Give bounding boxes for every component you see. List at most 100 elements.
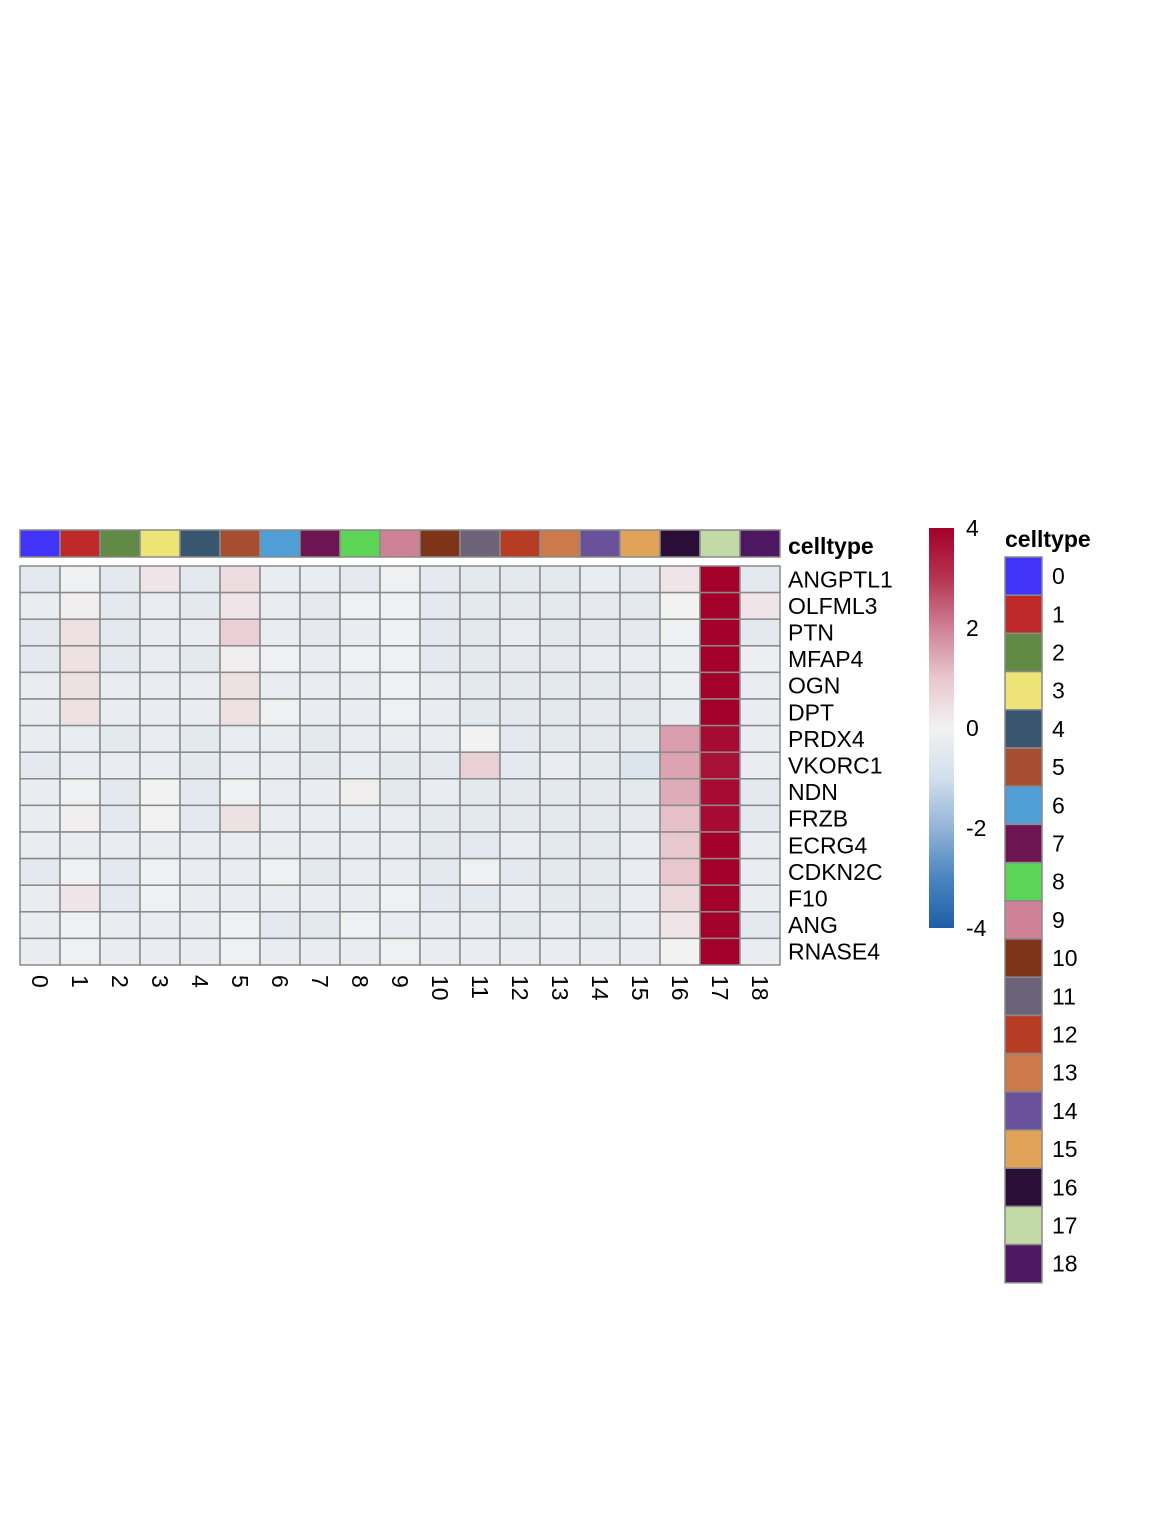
colorbar-tick-label: 4 <box>966 515 979 541</box>
heatmap-cell <box>139 884 181 913</box>
legend-swatch <box>1004 823 1043 864</box>
heatmap-cell <box>419 804 461 833</box>
heatmap-cell <box>699 831 741 860</box>
annotation-cell-16 <box>659 529 701 558</box>
column-label: 9 <box>387 975 413 988</box>
heatmap-cell <box>499 671 541 700</box>
legend-swatch <box>1004 976 1043 1017</box>
heatmap-cell <box>419 751 461 780</box>
heatmap-cell <box>339 857 381 886</box>
heatmap-cell <box>299 778 341 807</box>
heatmap-cell <box>259 937 301 966</box>
heatmap-cell <box>579 751 621 780</box>
heatmap-cell <box>339 698 381 727</box>
heatmap-cell <box>699 724 741 753</box>
heatmap-cell <box>99 804 141 833</box>
heatmap-cell <box>179 698 221 727</box>
heatmap-cell <box>459 565 501 594</box>
heatmap-cell <box>299 618 341 647</box>
annotation-cell-0 <box>19 529 61 558</box>
heatmap-cell <box>659 565 701 594</box>
heatmap-cell <box>139 698 181 727</box>
column-label: 4 <box>187 975 213 988</box>
heatmap-cell <box>59 618 101 647</box>
annotation-cell-7 <box>299 529 341 558</box>
heatmap-cell <box>59 831 101 860</box>
column-label: 1 <box>67 975 93 988</box>
row-label: PTN <box>788 620 834 646</box>
heatmap-cell <box>459 911 501 940</box>
heatmap-cell <box>19 804 61 833</box>
heatmap-cell <box>379 671 421 700</box>
heatmap-cell <box>459 698 501 727</box>
heatmap-cell <box>739 565 781 594</box>
heatmap-cell <box>659 884 701 913</box>
heatmap-cell <box>499 778 541 807</box>
heatmap-cell <box>99 724 141 753</box>
column-label: 2 <box>107 975 133 988</box>
column-label: 14 <box>587 975 613 1001</box>
column-label: 10 <box>427 975 453 1001</box>
heatmap-cell <box>139 724 181 753</box>
heatmap-cell <box>139 911 181 940</box>
heatmap-cell <box>579 911 621 940</box>
heatmap-cell <box>699 937 741 966</box>
heatmap-cell <box>459 751 501 780</box>
legend-swatch <box>1004 709 1043 749</box>
heatmap-cell <box>59 671 101 700</box>
heatmap-cell <box>699 565 741 594</box>
heatmap-cell <box>299 857 341 886</box>
heatmap-cell <box>219 565 261 594</box>
heatmap-cell <box>699 911 741 940</box>
heatmap-cell <box>499 724 541 753</box>
heatmap-cell <box>459 804 501 833</box>
heatmap-cell <box>419 831 461 860</box>
heatmap-cell <box>499 911 541 940</box>
legend-swatch <box>1004 1167 1043 1208</box>
heatmap-cell <box>699 804 741 833</box>
heatmap-cell <box>539 831 581 860</box>
heatmap-cell <box>339 618 381 647</box>
legend-label: 9 <box>1052 907 1065 933</box>
legend-label: 10 <box>1052 945 1078 971</box>
heatmap-cell <box>619 857 661 886</box>
heatmap-cell <box>299 937 341 966</box>
heatmap-cell <box>19 618 61 647</box>
row-label: FRZB <box>788 806 848 832</box>
heatmap-cell <box>339 645 381 674</box>
heatmap-cell <box>219 724 261 753</box>
heatmap-cell <box>459 884 501 913</box>
heatmap-cell <box>179 645 221 674</box>
heatmap-cell <box>59 724 101 753</box>
heatmap-cell <box>339 804 381 833</box>
heatmap-cell <box>499 831 541 860</box>
column-label: 8 <box>347 975 373 988</box>
heatmap-cell <box>179 831 221 860</box>
heatmap-cell <box>659 778 701 807</box>
heatmap-cell <box>659 618 701 647</box>
heatmap-cell <box>379 804 421 833</box>
heatmap-cell <box>739 645 781 674</box>
heatmap-cell <box>19 698 61 727</box>
heatmap-cell <box>459 645 501 674</box>
annotation-label: celltype <box>788 533 874 559</box>
heatmap-cell <box>419 671 461 700</box>
heatmap-cell <box>19 671 61 700</box>
legend-title: celltype <box>1005 526 1091 552</box>
annotation-cell-11 <box>459 529 501 558</box>
column-label: 16 <box>667 975 693 1001</box>
heatmap-cell <box>579 724 621 753</box>
legend-label: 11 <box>1052 983 1076 1009</box>
annotation-cell-8 <box>339 529 381 558</box>
heatmap-cell <box>659 911 701 940</box>
legend-label: 16 <box>1052 1174 1078 1200</box>
heatmap-cell <box>579 698 621 727</box>
heatmap-cell <box>579 804 621 833</box>
heatmap-cell <box>219 831 261 860</box>
row-label: ANG <box>788 912 838 938</box>
heatmap-cell <box>219 884 261 913</box>
annotation-cell-15 <box>619 529 661 558</box>
heatmap-cell <box>19 884 61 913</box>
heatmap-cell <box>419 884 461 913</box>
heatmap-cell <box>579 565 621 594</box>
